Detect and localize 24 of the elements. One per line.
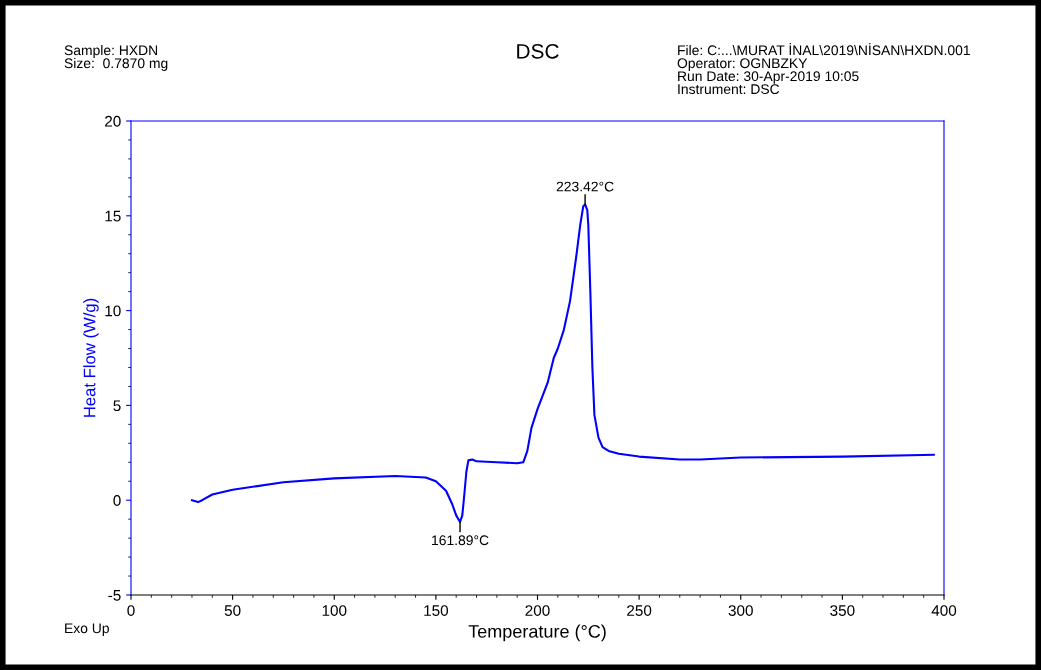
x-tick-label: 0: [127, 605, 135, 616]
annotation: 161.89°C: [432, 535, 489, 546]
y-tick-label: 20: [105, 115, 121, 127]
x-tick-label: 200: [525, 605, 550, 616]
chart-title: DSC: [517, 43, 559, 59]
x-tick-label: 250: [627, 605, 652, 616]
x-tick-label: 50: [224, 605, 241, 616]
line-series: [190, 203, 935, 524]
y-tick-label: -5: [108, 590, 121, 601]
text: Exo Up: [65, 623, 109, 636]
x-tick-label: 400: [931, 605, 957, 616]
y-tick-label: 15: [105, 210, 121, 222]
x-tick-label: 100: [322, 605, 347, 616]
x-axis-title: Temperature (°C): [468, 624, 606, 642]
y-axis-title: Heat Flow (W/g): [83, 298, 99, 417]
x-tick-label: 350: [830, 605, 855, 616]
text: Sample: HXDN Size: 0.7870 mg: [64, 45, 168, 71]
x-tick-label: 150: [424, 605, 449, 616]
y-tick-label: 0: [113, 495, 121, 506]
annotation: 223.42°C: [556, 181, 614, 192]
y-tick-label: 5: [113, 400, 121, 412]
text: File: C:...\MURAT İNAL\2019\NİSAN\HXDN.001 Operator: OGNBZKY Run Date: 30-Apr-2019 10:05 Instrument: DSC: [677, 43, 970, 95]
y-tick-label: 10: [105, 305, 121, 317]
x-tick-label: 300: [728, 605, 753, 616]
